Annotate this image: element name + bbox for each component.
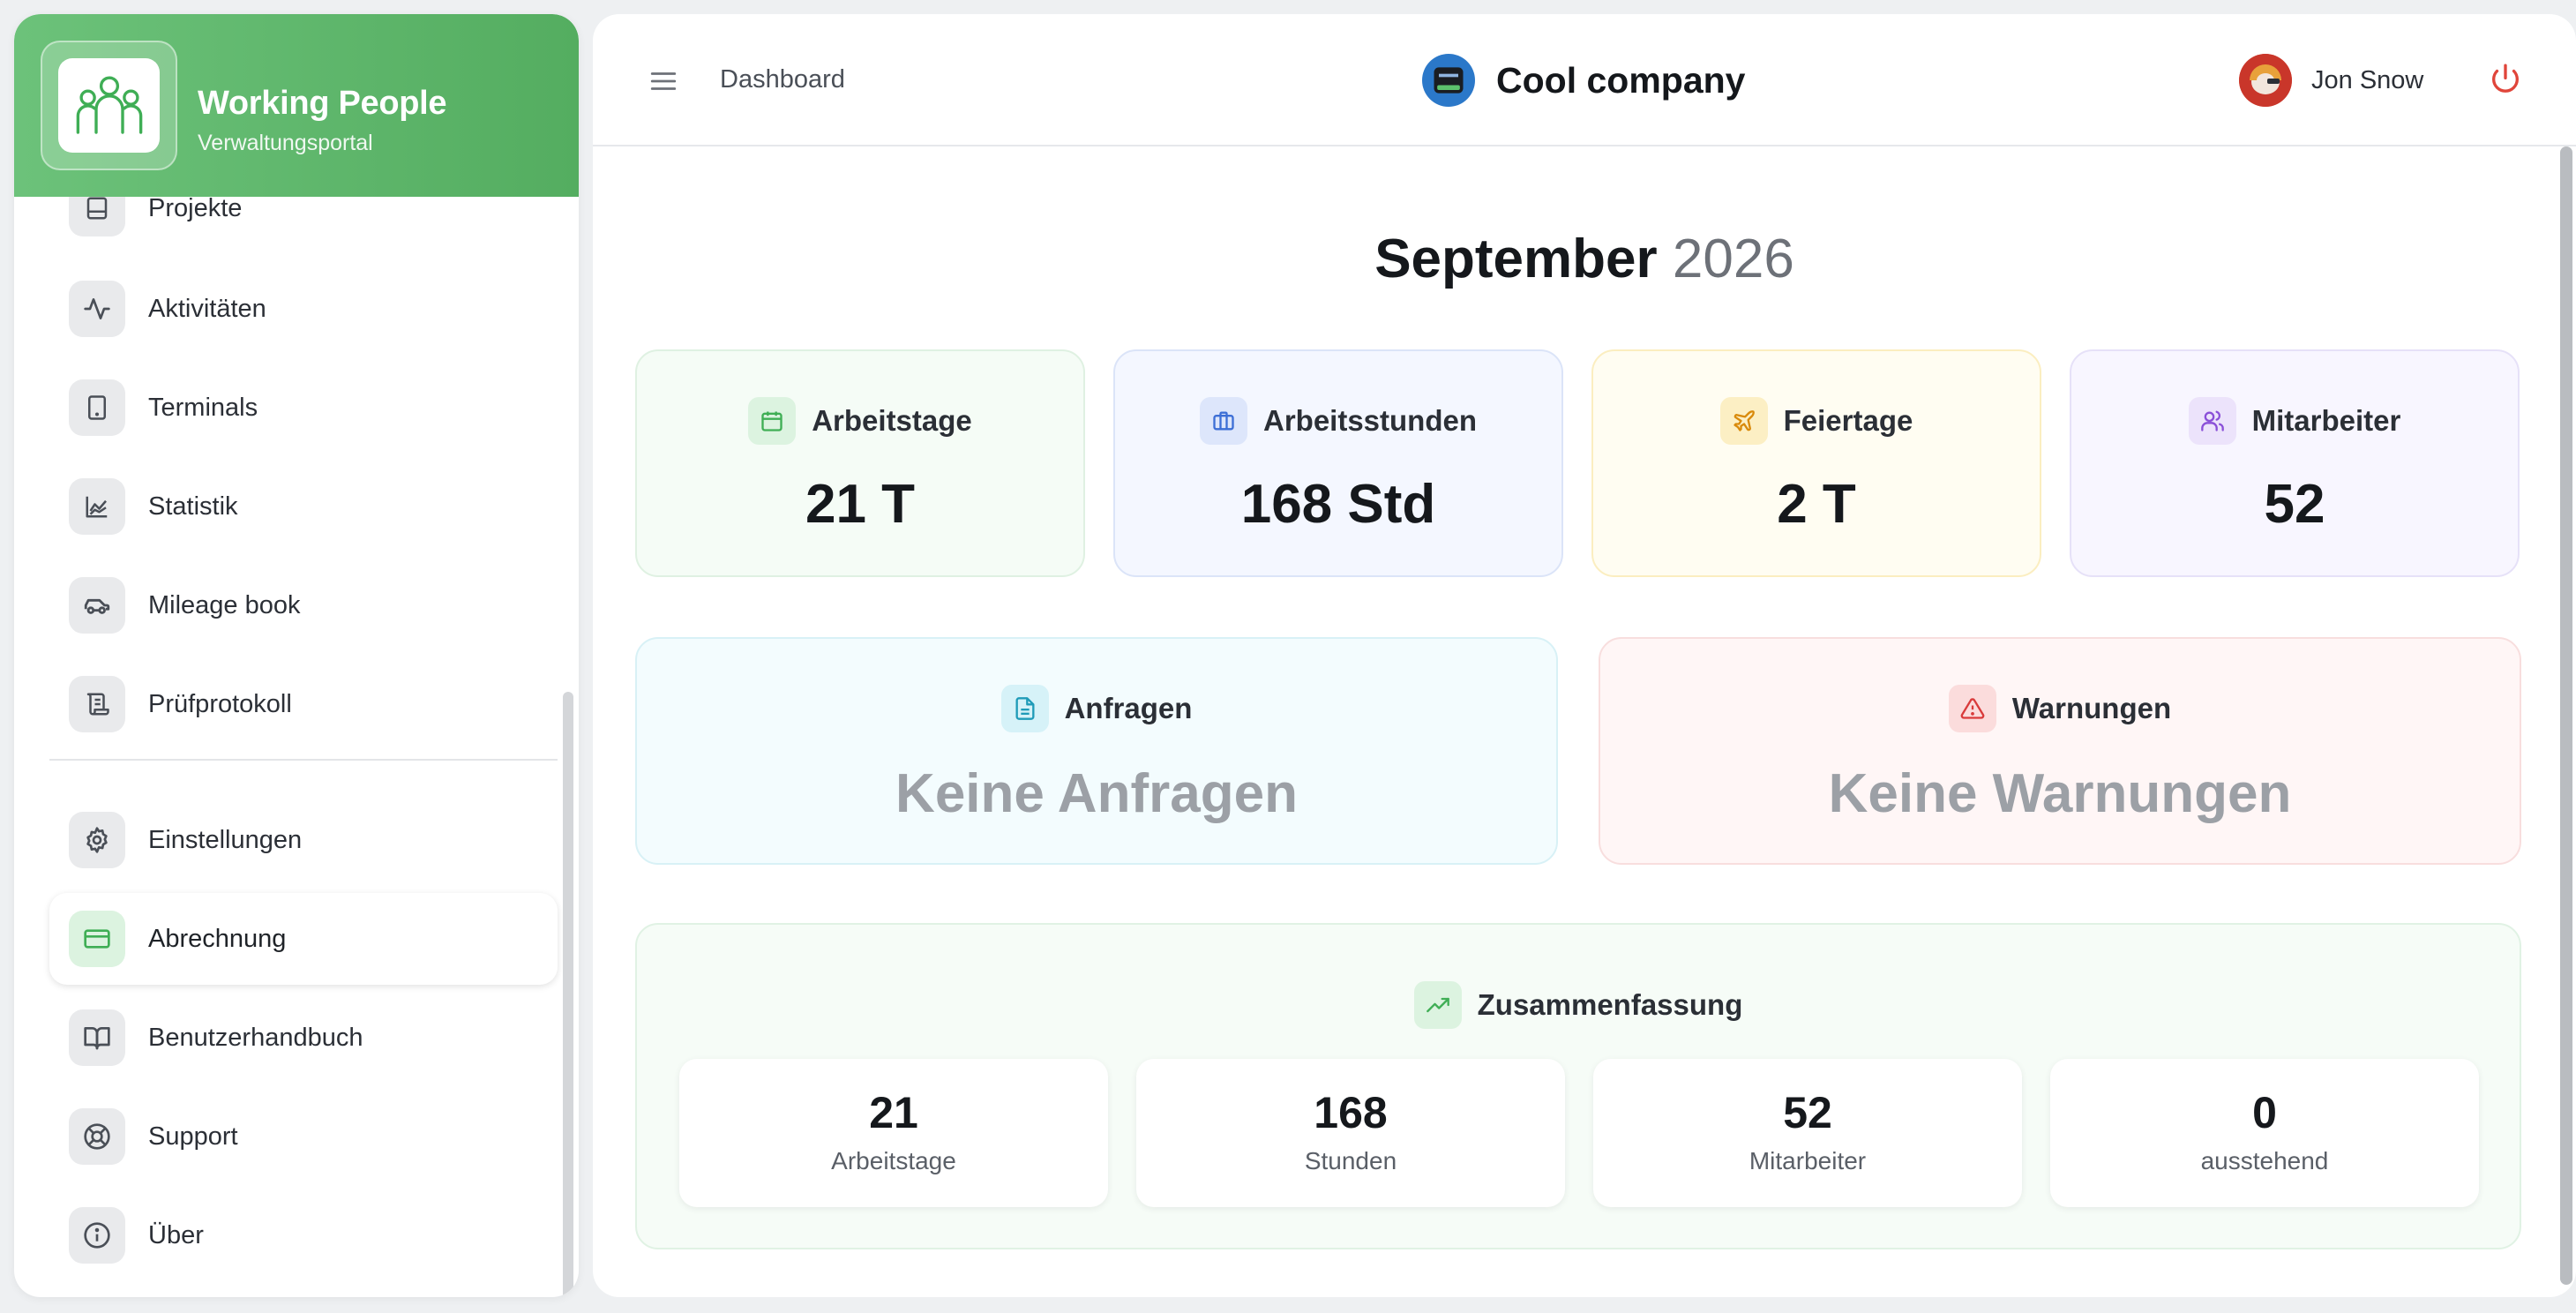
company-logo-icon (1422, 54, 1475, 107)
sidebar-item-label: Prüfprotokoll (148, 689, 292, 718)
stat-card-arbeitstage: Arbeitstage 21 T (635, 349, 1085, 577)
month-title: September 2026 (593, 228, 2576, 290)
brand-title: Working People (198, 85, 447, 122)
summary-value: 0 (2252, 1088, 2277, 1137)
warnings-empty-text: Keine Warnungen (1828, 763, 2292, 824)
summary-item-stunden: 168 Stunden (1136, 1059, 1565, 1207)
warnings-label: Warnungen (2011, 692, 2172, 724)
user-name: Jon Snow (2311, 65, 2424, 94)
power-icon (2492, 64, 2519, 93)
sidebar: Projekte Aktivitäten Terminals Statistik… (14, 14, 579, 1297)
summary-card: Zusammenfassung 21 Arbeitstage 168 Stund… (635, 923, 2521, 1249)
sidebar-item-label: Abrechnung (148, 924, 287, 953)
sidebar-item-label: Benutzerhandbuch (148, 1023, 363, 1052)
brand-header[interactable]: Working People Verwaltungsportal (14, 14, 579, 197)
summary-item-arbeitstage: 21 Arbeitstage (679, 1059, 1108, 1207)
summary-item-mitarbeiter: 52 Mitarbeiter (1593, 1059, 2022, 1207)
car-icon (69, 577, 125, 634)
stat-label: Feiertage (1783, 404, 1913, 437)
requests-label: Anfragen (1064, 692, 1193, 724)
stat-value: 2 T (1777, 474, 1856, 535)
stat-value: 168 Std (1240, 474, 1436, 535)
summary-item-label: ausstehend (2200, 1147, 2329, 1174)
sidebar-item-pruefprotokoll[interactable]: Prüfprotokoll (49, 658, 558, 750)
warning-icon (1948, 685, 1996, 732)
activity-icon (69, 281, 125, 337)
plane-icon (1719, 397, 1768, 445)
brand-subtitle: Verwaltungsportal (198, 131, 373, 155)
stat-card-mitarbeiter: Mitarbeiter 52 (2070, 349, 2520, 577)
sidebar-item-label: Projekte (148, 193, 243, 222)
sidebar-item-label: Über (148, 1220, 204, 1249)
sidebar-item-support[interactable]: Support (49, 1091, 558, 1182)
stat-card-feiertage: Feiertage 2 T (1591, 349, 2041, 577)
document-icon (1000, 685, 1049, 732)
stat-label: Mitarbeiter (2251, 404, 2401, 437)
top-bar: Dashboard Cool company Jon Snow (593, 14, 2576, 146)
stat-label: Arbeitsstunden (1262, 404, 1478, 437)
summary-label: Zusammenfassung (1477, 988, 1743, 1021)
sidebar-item-benutzerhandbuch[interactable]: Benutzerhandbuch (49, 992, 558, 1084)
stat-label: Arbeitstage (812, 404, 972, 437)
gear-icon (69, 812, 125, 868)
sidebar-item-label: Einstellungen (148, 825, 303, 854)
sidebar-item-label: Aktivitäten (148, 294, 266, 323)
main-panel: Dashboard Cool company Jon Snow Septembe… (593, 14, 2576, 1297)
sidebar-item-terminals[interactable]: Terminals (49, 362, 558, 454)
summary-item-ausstehend: 0 ausstehend (2050, 1059, 2479, 1207)
sidebar-nav: Projekte Aktivitäten Terminals Statistik… (35, 14, 558, 1297)
stat-value: 21 T (805, 474, 916, 535)
summary-value: 52 (1783, 1088, 1832, 1137)
stat-card-arbeitsstunden: Arbeitsstunden 168 Std (1113, 349, 1563, 577)
sidebar-item-ueber[interactable]: Über (49, 1189, 558, 1281)
warnings-card[interactable]: Warnungen Keine Warnungen (1599, 637, 2521, 865)
summary-item-label: Stunden (1304, 1147, 1397, 1174)
menu-toggle-button[interactable] (648, 65, 679, 97)
users-icon (2188, 397, 2236, 445)
sidebar-item-label: Support (148, 1122, 238, 1151)
trending-up-icon (1413, 981, 1462, 1029)
company-switcher[interactable]: Cool company (1422, 49, 1745, 111)
sidebar-item-abrechnung[interactable]: Abrechnung (49, 893, 558, 985)
sidebar-item-label: Mileage book (148, 590, 301, 619)
book-icon (69, 1009, 125, 1066)
sidebar-scrollbar[interactable] (563, 692, 573, 1297)
summary-value: 21 (869, 1088, 918, 1137)
month-name: September (1374, 229, 1658, 289)
scroll-icon (69, 676, 125, 732)
company-name: Cool company (1496, 59, 1746, 101)
avatar (2239, 54, 2292, 107)
info-icon (69, 1207, 125, 1264)
requests-empty-text: Keine Anfragen (895, 763, 1298, 824)
sidebar-item-einstellungen[interactable]: Einstellungen (49, 794, 558, 886)
sidebar-item-label: Terminals (148, 393, 258, 422)
requests-card[interactable]: Anfragen Keine Anfragen (635, 637, 1558, 865)
people-logo-icon (76, 75, 142, 134)
briefcase-icon (1199, 397, 1247, 445)
tablet-icon (69, 379, 125, 436)
main-scrollbar[interactable] (2560, 146, 2572, 1285)
summary-item-label: Arbeitstage (831, 1147, 956, 1174)
user-menu[interactable]: Jon Snow (2239, 49, 2423, 111)
month-year: 2026 (1672, 229, 1794, 289)
summary-value: 168 (1314, 1088, 1388, 1137)
logout-button[interactable] (2488, 62, 2523, 97)
hamburger-icon (650, 72, 677, 90)
stat-value: 52 (2264, 474, 2325, 535)
sidebar-divider (49, 759, 558, 761)
credit-card-icon (69, 911, 125, 967)
summary-item-label: Mitarbeiter (1749, 1147, 1867, 1174)
sidebar-item-aktivitaeten[interactable]: Aktivitäten (49, 263, 558, 355)
calendar-icon (748, 397, 797, 445)
lifebuoy-icon (69, 1108, 125, 1165)
sidebar-item-label: Statistik (148, 491, 238, 521)
sidebar-item-statistik[interactable]: Statistik (49, 461, 558, 552)
breadcrumb[interactable]: Dashboard (720, 65, 845, 94)
sidebar-item-mileage-book[interactable]: Mileage book (49, 559, 558, 651)
chart-icon (69, 478, 125, 535)
brand-logo (41, 41, 177, 170)
